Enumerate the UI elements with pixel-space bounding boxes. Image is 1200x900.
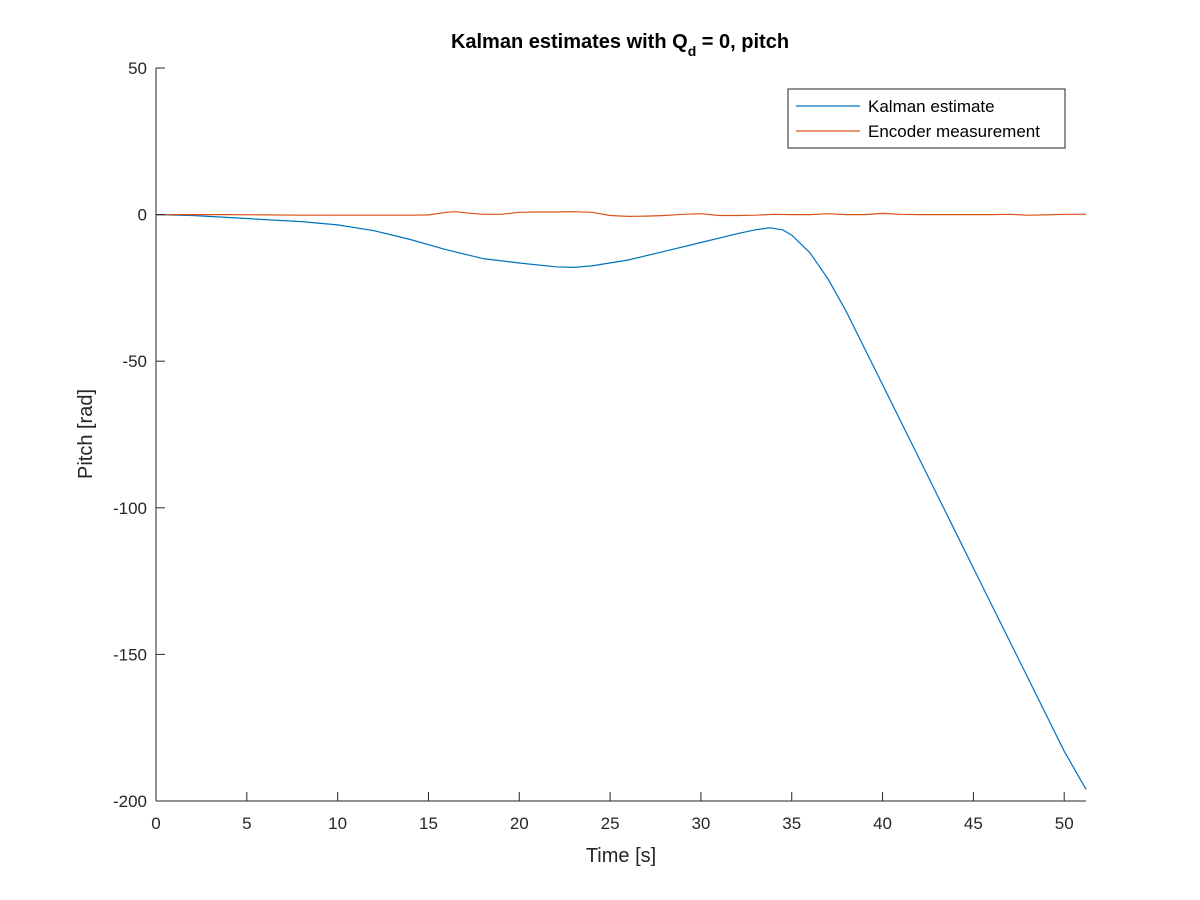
x-tick-label: 20 bbox=[510, 814, 529, 833]
y-tick-label: 50 bbox=[128, 59, 147, 78]
x-tick-label: 0 bbox=[151, 814, 160, 833]
y-tick-label: -150 bbox=[113, 645, 147, 664]
series-line-encoder-measurement bbox=[156, 211, 1086, 217]
x-tick-label: 35 bbox=[782, 814, 801, 833]
chart-title-main: Kalman estimates with Q bbox=[451, 31, 688, 53]
x-ticks: 0 5 10 15 20 25 30 35 40 45 50 bbox=[151, 792, 1074, 833]
y-tick-label: -200 bbox=[113, 792, 147, 811]
x-tick-label: 25 bbox=[601, 814, 620, 833]
series-layer bbox=[155, 211, 1087, 790]
plot-background bbox=[156, 68, 1086, 801]
x-tick-label: 45 bbox=[964, 814, 983, 833]
legend: Kalman estimate Encoder measurement bbox=[787, 88, 1066, 149]
y-tick-label: -50 bbox=[122, 352, 147, 371]
x-tick-label: 50 bbox=[1055, 814, 1074, 833]
x-tick-label: 40 bbox=[873, 814, 892, 833]
y-tick-label: 0 bbox=[138, 206, 147, 225]
y-ticks: -200 -150 -100 -50 0 50 bbox=[113, 59, 165, 811]
legend-box bbox=[787, 88, 1066, 149]
chart-title: Kalman estimates with Qd = 0, pitch bbox=[451, 31, 789, 59]
chart-title-subscript: d bbox=[688, 43, 697, 59]
x-tick-label: 5 bbox=[242, 814, 251, 833]
chart-title-suffix: = 0, pitch bbox=[696, 31, 789, 53]
x-axis-label: Time [s] bbox=[586, 845, 656, 867]
x-tick-label: 30 bbox=[691, 814, 710, 833]
x-tick-label: 15 bbox=[419, 814, 438, 833]
legend-label-encoder: Encoder measurement bbox=[868, 122, 1040, 141]
y-axis-label: Pitch [rad] bbox=[75, 389, 97, 479]
x-tick-label: 10 bbox=[328, 814, 347, 833]
series-line-kalman-estimate bbox=[155, 214, 1087, 790]
y-tick-label: -100 bbox=[113, 499, 147, 518]
legend-label-kalman: Kalman estimate bbox=[868, 97, 995, 116]
